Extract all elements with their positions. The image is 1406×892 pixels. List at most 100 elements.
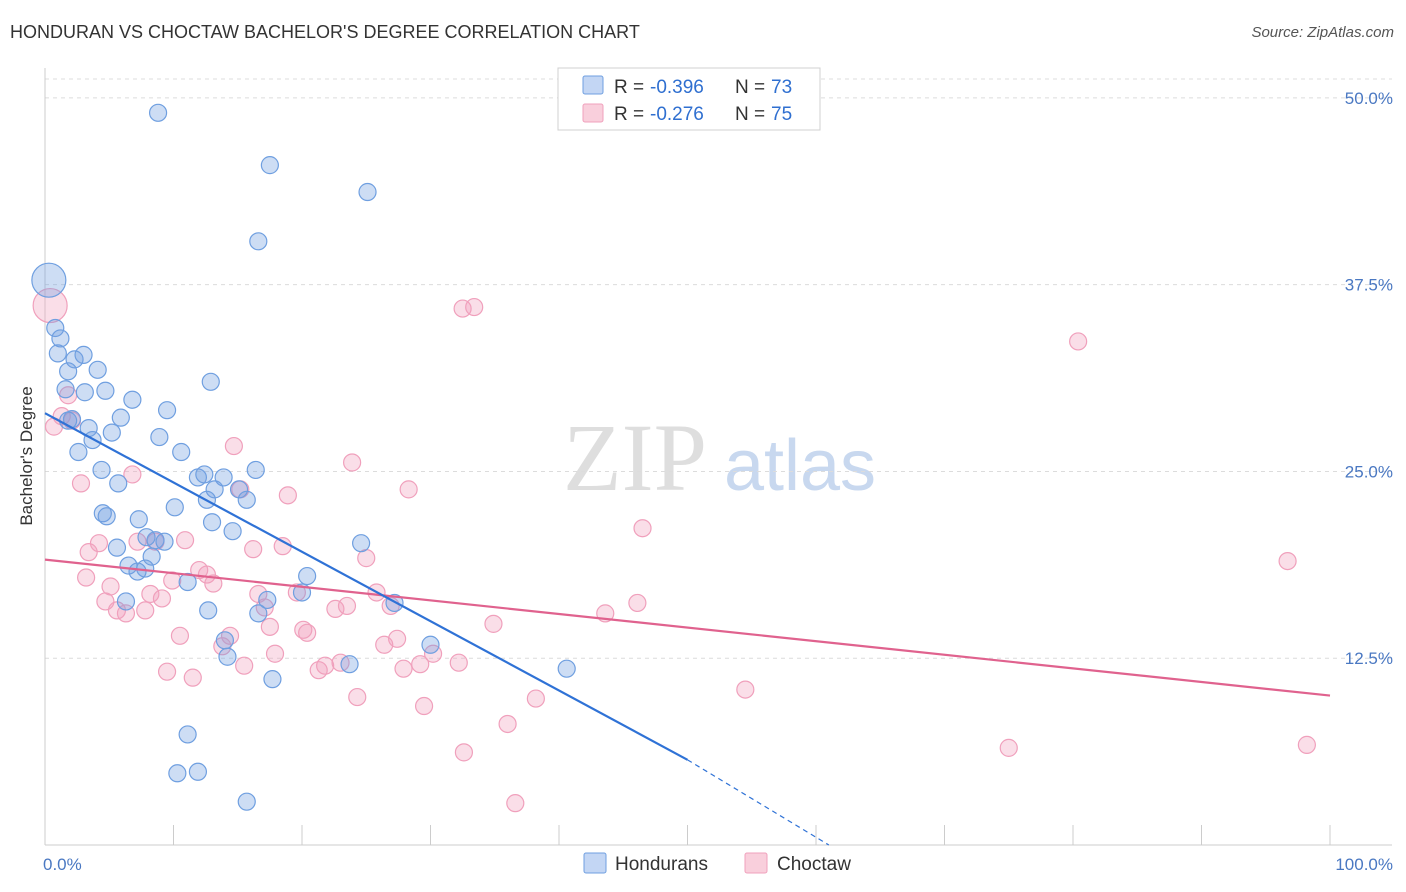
choctaw-point [244,540,263,559]
y-tick-label: 37.5% [1345,276,1393,295]
honduran-point [352,534,371,553]
choctaw-point [197,565,217,584]
series-legend-label-choctaw: Choctaw [777,854,851,875]
choctaw-point [32,287,68,324]
honduran-point [340,655,359,674]
honduran-point [258,590,277,610]
choctaw-point [343,453,362,472]
y-tick-label: 50.0% [1345,89,1393,108]
legend-r-label-1: R = [614,77,644,98]
honduran-point [358,182,377,202]
choctaw-point [183,668,202,687]
choctaw-point [999,738,1018,757]
choctaw-point [498,714,517,734]
legend-swatch-choctaw [582,103,604,123]
honduran-point [69,442,88,462]
choctaw-point [128,532,147,551]
honduran-point [148,103,168,122]
honduran-point [92,460,111,480]
honduran-point [218,647,237,666]
series-legend: Hondurans Choctaw [583,852,851,875]
honduran-point [31,262,67,298]
honduran-point [107,538,127,557]
y-axis-label: Bachelor's Degree [17,386,36,525]
choctaw-point [79,543,98,562]
y-tick-label: 12.5% [1345,649,1393,668]
series-legend-label-hondurans: Hondurans [615,854,708,875]
watermark-atlas: atlas [724,426,876,506]
choctaw-point [141,584,160,604]
choctaw-points [32,287,1316,813]
tick-labels: 12.5% 25.0% 37.5% 50.0% 0.0% 100.0% [43,89,1393,874]
legend-r-value-2: -0.276 [650,104,704,125]
choctaw-point [204,574,223,593]
choctaw-point [453,299,472,318]
legend-n-value-1: 73 [771,77,792,98]
choctaw-point [157,662,177,681]
choctaw-point [337,596,357,616]
grid-lines [45,78,1392,659]
legend-n-value-2: 75 [771,104,792,125]
choctaw-point [298,623,317,642]
honduran-point [59,362,78,381]
honduran-point [178,572,197,592]
y-tick-label: 25.0% [1345,462,1393,481]
choctaw-point [484,614,503,633]
choctaw-point [260,617,279,636]
honduran-point [195,465,214,484]
stats-legend: R = -0.396 N = 73 R = -0.276 N = 75 [557,67,821,131]
chart-source: Source: ZipAtlas.com [1251,24,1394,41]
choctaw-point [411,655,430,674]
choctaw-point [465,297,484,317]
choctaw-point [387,629,407,648]
legend-swatch-hondurans [582,75,604,95]
honduran-point [48,344,67,363]
choctaw-trend-line [44,558,1331,697]
legend-n-label-2: N = [735,104,765,125]
honduran-point [155,532,174,551]
honduran-trend-line [44,412,689,761]
honduran-point [249,604,268,623]
honduran-point [75,383,94,402]
honduran-point [96,381,115,400]
choctaw-point [506,794,525,813]
choctaw-point [265,644,285,663]
choctaw-point [101,577,120,596]
honduran-point [129,510,148,529]
legend-r-label-2: R = [614,104,644,125]
x-tick-label-min: 0.0% [43,855,82,874]
watermark-zip: ZIP [563,404,707,511]
choctaw-point [71,474,91,493]
honduran-point [249,232,268,251]
honduran-point [88,360,107,379]
honduran-point [123,390,142,409]
honduran-point [260,156,279,175]
honduran-point [157,401,177,420]
choctaw-point [633,519,652,538]
choctaw-point [449,653,468,672]
honduran-point [165,498,184,517]
choctaw-point [175,531,195,550]
choctaw-point [736,680,755,699]
honduran-point [263,670,282,689]
choctaw-point [414,696,434,716]
choctaw-point [454,743,474,762]
choctaw-point [235,656,254,675]
choctaw-point [526,689,545,708]
honduran-point [56,380,75,399]
choctaw-point [348,687,367,707]
honduran-point [116,592,136,611]
honduran-points [31,103,576,811]
choctaw-point [224,436,243,456]
honduran-trend-extension [687,759,830,846]
honduran-point [74,345,93,364]
axes [44,68,1392,846]
choctaw-point [326,599,345,619]
choctaw-point [278,486,297,505]
choctaw-point [1069,332,1088,351]
legend-r-value-1: -0.396 [650,77,704,98]
honduran-point [111,408,130,427]
honduran-point [557,659,576,678]
choctaw-point [316,656,335,675]
